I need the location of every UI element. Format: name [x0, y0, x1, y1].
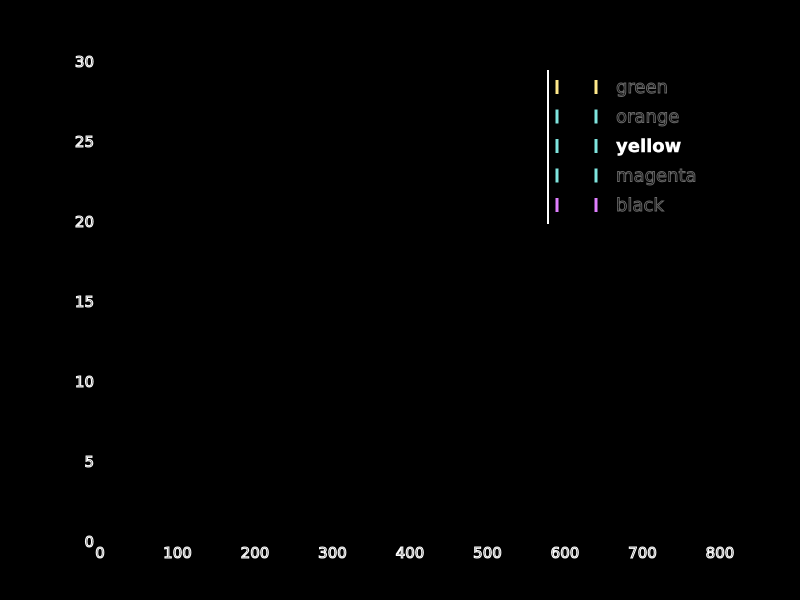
- y-tick-label: 30: [75, 53, 94, 71]
- x-tick-label: 0: [95, 544, 105, 562]
- y-axis-ticks: 0 5 10 15 20 25 30: [74, 52, 94, 551]
- x-axis-ticks: 0 100 200 300 400 500 600 700 800: [95, 543, 735, 562]
- x-tick-label: 700: [628, 544, 657, 562]
- x-tick-label: 400: [396, 544, 425, 562]
- x-tick-label: 100: [163, 544, 192, 562]
- x-tick-label: 300: [318, 544, 347, 562]
- legend-item-orange: orange: [555, 106, 680, 128]
- y-tick-label: 15: [75, 293, 94, 311]
- legend-label: green: [616, 77, 668, 98]
- legend-label: yellow: [616, 136, 681, 157]
- y-tick-label: 5: [84, 453, 94, 471]
- y-tick-label: 10: [75, 373, 94, 391]
- legend-item-magenta: magenta: [555, 165, 697, 187]
- legend-item-yellow: yellow: [555, 136, 681, 157]
- legend-item-green: green: [555, 77, 668, 98]
- y-tick-label: 20: [75, 213, 94, 231]
- x-tick-label: 800: [706, 544, 735, 562]
- y-tick-label: 25: [75, 133, 94, 151]
- x-tick-label: 600: [551, 544, 580, 562]
- x-tick-label: 500: [473, 544, 502, 562]
- y-tick-label: 0: [84, 533, 94, 551]
- legend-item-black: black: [555, 195, 665, 216]
- legend-label: magenta: [616, 166, 697, 187]
- legend: green orange yellow magenta black: [547, 70, 697, 224]
- legend-label: black: [616, 195, 664, 216]
- x-tick-label: 200: [241, 544, 270, 562]
- legend-entries: green orange yellow magenta black: [555, 77, 697, 216]
- legend-label: orange: [616, 107, 679, 128]
